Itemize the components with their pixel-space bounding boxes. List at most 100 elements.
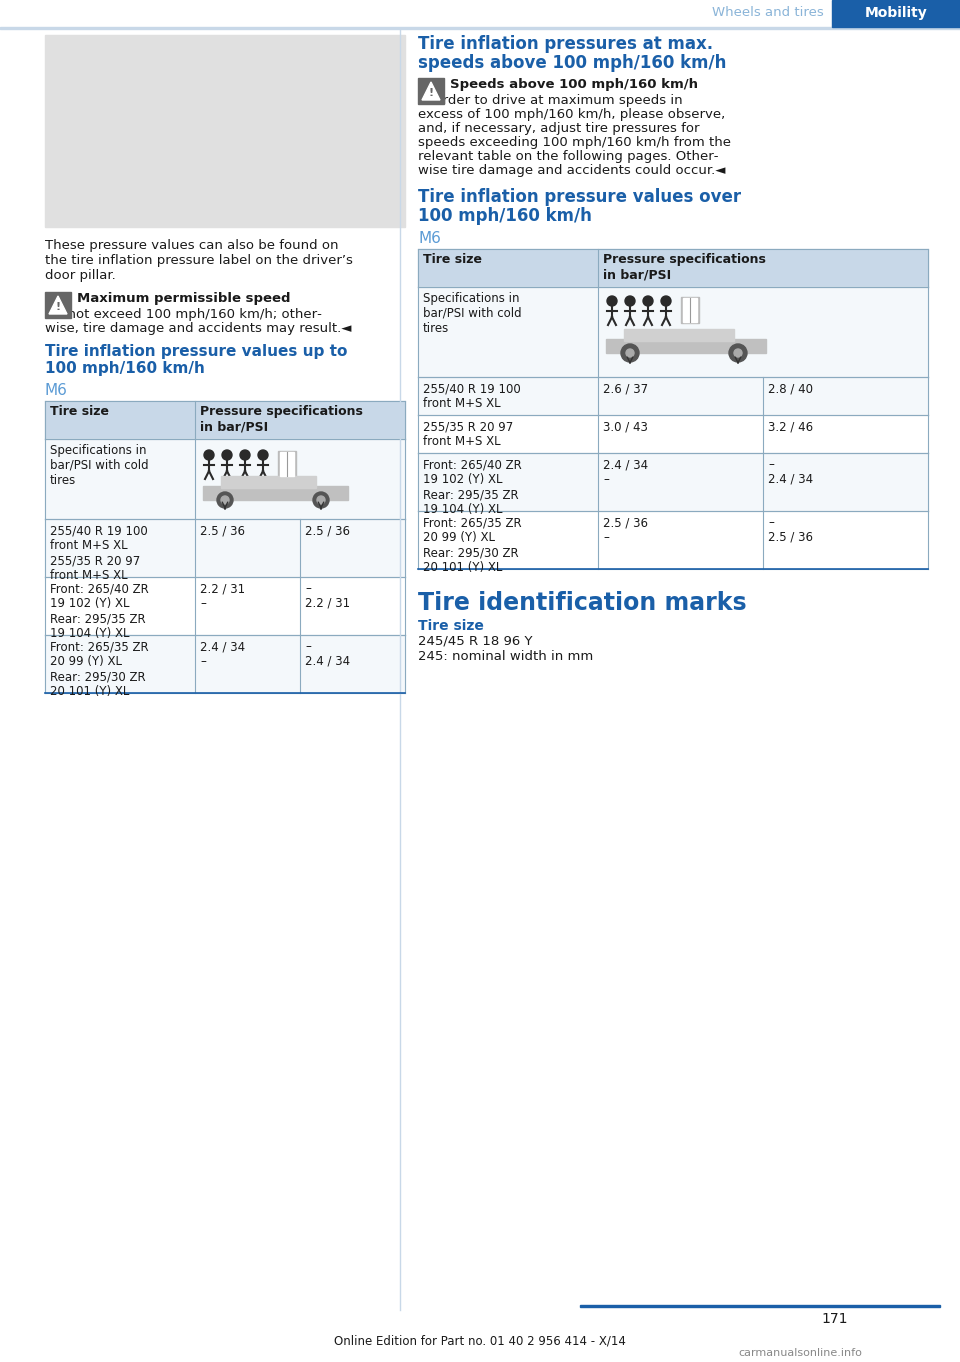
Text: Tire size: Tire size xyxy=(50,405,109,418)
Text: Maximum permissible speed: Maximum permissible speed xyxy=(77,291,291,305)
Text: 2.5 / 36
–: 2.5 / 36 – xyxy=(603,516,648,543)
Text: 245/45 R 18 96 Y: 245/45 R 18 96 Y xyxy=(418,635,533,648)
Text: –
2.2 / 31: – 2.2 / 31 xyxy=(305,582,350,610)
Bar xyxy=(681,297,699,323)
Circle shape xyxy=(643,296,653,306)
Circle shape xyxy=(317,496,325,504)
Text: Mobility: Mobility xyxy=(865,5,927,20)
Text: 3.0 / 43: 3.0 / 43 xyxy=(603,419,648,433)
Text: 2.4 / 34
–: 2.4 / 34 – xyxy=(603,458,648,486)
Text: relevant table on the following pages. Other‐: relevant table on the following pages. O… xyxy=(418,150,718,163)
Text: excess of 100 mph/160 km/h, please observe,: excess of 100 mph/160 km/h, please obser… xyxy=(418,108,725,121)
Text: M6: M6 xyxy=(45,383,68,398)
Bar xyxy=(45,577,405,635)
Text: Tire inflation pressure values over: Tire inflation pressure values over xyxy=(418,188,741,206)
Text: –
2.5 / 36: – 2.5 / 36 xyxy=(768,516,813,543)
Text: Tire inflation pressure values up to: Tire inflation pressure values up to xyxy=(45,345,348,360)
Text: Wheels and tires: Wheels and tires xyxy=(712,7,824,19)
Text: Tire identification marks: Tire identification marks xyxy=(418,591,747,616)
Text: Pressure specifications
in bar/PSI: Pressure specifications in bar/PSI xyxy=(200,405,363,433)
Circle shape xyxy=(204,449,214,460)
Polygon shape xyxy=(49,296,67,315)
Polygon shape xyxy=(422,82,440,99)
Text: –
2.4 / 34: – 2.4 / 34 xyxy=(768,458,813,486)
Text: door pillar.: door pillar. xyxy=(45,270,116,282)
Bar xyxy=(45,635,405,693)
Circle shape xyxy=(625,296,635,306)
Circle shape xyxy=(221,496,229,504)
Text: Do not exceed 100 mph/160 km/h; other‐: Do not exceed 100 mph/160 km/h; other‐ xyxy=(45,308,322,321)
Text: –
2.4 / 34: – 2.4 / 34 xyxy=(305,640,350,667)
Text: 2.2 / 31
–: 2.2 / 31 – xyxy=(200,582,245,610)
Text: Tire size: Tire size xyxy=(423,253,482,266)
Text: Speeds above 100 mph/160 km/h: Speeds above 100 mph/160 km/h xyxy=(450,78,698,91)
Bar xyxy=(45,400,405,439)
Bar xyxy=(0,27,960,29)
Circle shape xyxy=(729,345,747,362)
Circle shape xyxy=(607,296,617,306)
Text: In order to drive at maximum speeds in: In order to drive at maximum speeds in xyxy=(418,94,683,108)
Bar xyxy=(278,451,296,477)
Text: speeds exceeding 100 mph/160 km/h from the: speeds exceeding 100 mph/160 km/h from t… xyxy=(418,136,731,148)
Bar xyxy=(418,249,928,287)
Circle shape xyxy=(661,296,671,306)
Text: Tire inflation pressures at max.: Tire inflation pressures at max. xyxy=(418,35,713,53)
Text: 2.5 / 36: 2.5 / 36 xyxy=(305,524,350,537)
Text: the tire inflation pressure label on the driver’s: the tire inflation pressure label on the… xyxy=(45,253,353,267)
Text: 2.5 / 36: 2.5 / 36 xyxy=(200,524,245,537)
Text: and, if necessary, adjust tire pressures for: and, if necessary, adjust tire pressures… xyxy=(418,123,700,135)
Bar xyxy=(280,452,294,475)
Text: !: ! xyxy=(428,89,434,98)
Text: 255/40 R 19 100
front M+S XL
255/35 R 20 97
front M+S XL: 255/40 R 19 100 front M+S XL 255/35 R 20… xyxy=(50,524,148,582)
Text: Specifications in
bar/PSI with cold
tires: Specifications in bar/PSI with cold tire… xyxy=(423,291,521,335)
Circle shape xyxy=(626,349,634,357)
Bar xyxy=(203,486,348,500)
Circle shape xyxy=(222,449,232,460)
Bar xyxy=(683,298,697,321)
Bar xyxy=(45,35,405,227)
Text: speeds above 100 mph/160 km/h: speeds above 100 mph/160 km/h xyxy=(418,54,727,72)
Text: Front: 265/35 ZR
20 99 (Y) XL
Rear: 295/30 ZR
20 101 (Y) XL: Front: 265/35 ZR 20 99 (Y) XL Rear: 295/… xyxy=(423,516,521,573)
Bar xyxy=(606,339,766,353)
Bar xyxy=(418,415,928,454)
Text: These pressure values can also be found on: These pressure values can also be found … xyxy=(45,238,339,252)
Text: 245: nominal width in mm: 245: nominal width in mm xyxy=(418,650,593,663)
Bar xyxy=(221,475,316,488)
Text: !: ! xyxy=(56,302,60,312)
Bar xyxy=(832,0,960,27)
Text: Front: 265/40 ZR
19 102 (Y) XL
Rear: 295/35 ZR
19 104 (Y) XL: Front: 265/40 ZR 19 102 (Y) XL Rear: 295… xyxy=(423,458,521,516)
Text: 2.8 / 40: 2.8 / 40 xyxy=(768,381,813,395)
Text: 100 mph/160 km/h: 100 mph/160 km/h xyxy=(45,361,204,376)
Circle shape xyxy=(621,345,639,362)
Bar xyxy=(418,287,928,377)
Circle shape xyxy=(734,349,742,357)
Circle shape xyxy=(217,492,233,508)
Text: Front: 265/40 ZR
19 102 (Y) XL
Rear: 295/35 ZR
19 104 (Y) XL: Front: 265/40 ZR 19 102 (Y) XL Rear: 295… xyxy=(50,582,149,640)
Text: Tire size: Tire size xyxy=(418,618,484,633)
Text: 255/40 R 19 100
front M+S XL: 255/40 R 19 100 front M+S XL xyxy=(423,381,520,410)
Bar xyxy=(418,511,928,569)
Text: 255/35 R 20 97
front M+S XL: 255/35 R 20 97 front M+S XL xyxy=(423,419,514,448)
Circle shape xyxy=(240,449,250,460)
Text: M6: M6 xyxy=(418,232,441,247)
Text: 2.6 / 37: 2.6 / 37 xyxy=(603,381,648,395)
Text: 100 mph/160 km/h: 100 mph/160 km/h xyxy=(418,207,592,225)
Text: wise tire damage and accidents could occur.◄: wise tire damage and accidents could occ… xyxy=(418,163,726,177)
Bar xyxy=(624,330,734,340)
Bar xyxy=(418,454,928,511)
Circle shape xyxy=(313,492,329,508)
Text: wise, tire damage and accidents may result.◄: wise, tire damage and accidents may resu… xyxy=(45,321,351,335)
Bar xyxy=(418,78,444,104)
Text: Pressure specifications
in bar/PSI: Pressure specifications in bar/PSI xyxy=(603,253,766,281)
Bar xyxy=(45,519,405,577)
Bar xyxy=(580,1305,940,1308)
Bar xyxy=(45,439,405,519)
Text: carmanualsonline.info: carmanualsonline.info xyxy=(738,1348,862,1358)
Text: 2.4 / 34
–: 2.4 / 34 – xyxy=(200,640,245,667)
Text: Front: 265/35 ZR
20 99 (Y) XL
Rear: 295/30 ZR
20 101 (Y) XL: Front: 265/35 ZR 20 99 (Y) XL Rear: 295/… xyxy=(50,640,149,697)
Text: 171: 171 xyxy=(822,1312,849,1327)
Circle shape xyxy=(258,449,268,460)
Bar xyxy=(418,377,928,415)
Text: Online Edition for Part no. 01 40 2 956 414 - X/14: Online Edition for Part no. 01 40 2 956 … xyxy=(334,1335,626,1348)
Bar xyxy=(45,291,71,317)
